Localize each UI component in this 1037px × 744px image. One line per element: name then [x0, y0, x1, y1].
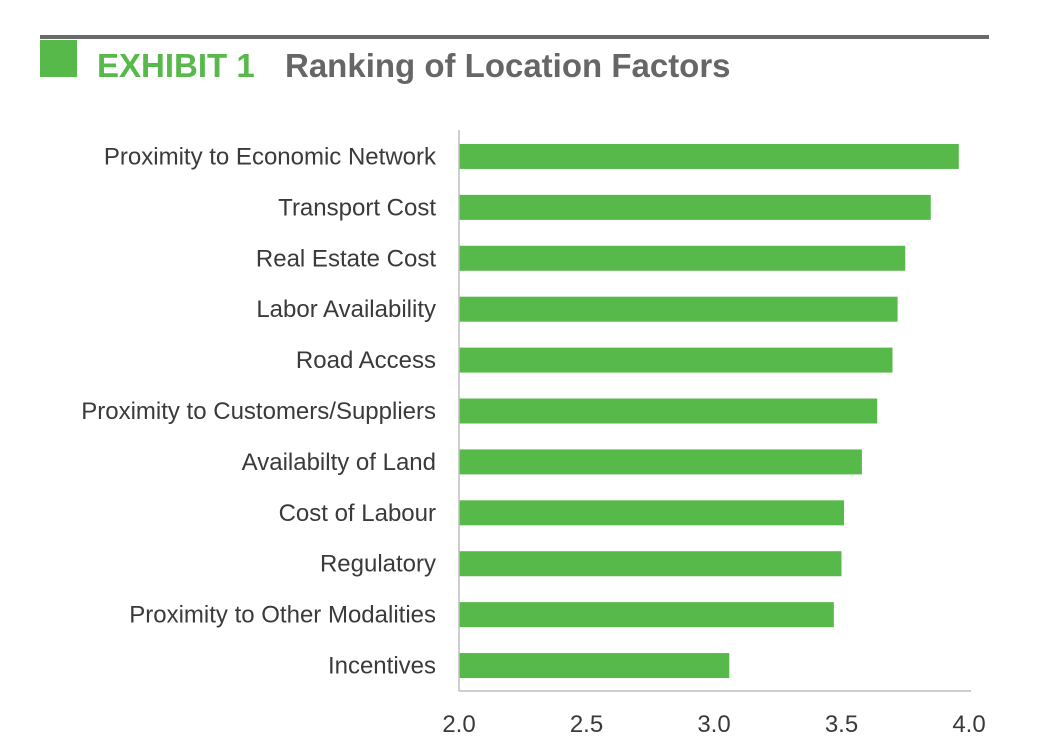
bar [459, 194, 931, 220]
x-tick-label: 3.5 [825, 711, 858, 738]
x-tick-label: 3.0 [697, 711, 730, 738]
category-label: Road Access [296, 347, 436, 374]
bar [459, 500, 845, 526]
category-label: Real Estate Cost [256, 245, 436, 272]
category-label: Availabilty of Land [242, 449, 436, 476]
chart-title: Ranking of Location Factors [285, 47, 731, 84]
bar [459, 602, 834, 628]
bar [459, 347, 893, 373]
bar [459, 653, 730, 679]
category-label: Proximity to Customers/Suppliers [81, 398, 436, 425]
header-square [40, 40, 77, 77]
category-label: Proximity to Other Modalities [129, 602, 436, 629]
bar [459, 245, 906, 271]
x-tick-label: 4.0 [952, 711, 985, 738]
category-label: Proximity to Economic Network [104, 143, 437, 170]
x-tick-label: 2.0 [442, 711, 475, 738]
bar [459, 398, 878, 424]
x-tick-label: 2.5 [570, 711, 603, 738]
header-rule [40, 35, 989, 39]
bar [459, 296, 898, 322]
category-label: Labor Availability [256, 296, 436, 323]
category-label: Incentives [328, 653, 436, 680]
bar [459, 551, 842, 577]
bar [459, 449, 862, 475]
category-label: Cost of Labour [279, 500, 436, 527]
category-label: Regulatory [320, 551, 436, 578]
bar [459, 143, 959, 169]
exhibit-label: EXHIBIT 1 [97, 47, 255, 84]
category-label: Transport Cost [278, 194, 436, 221]
